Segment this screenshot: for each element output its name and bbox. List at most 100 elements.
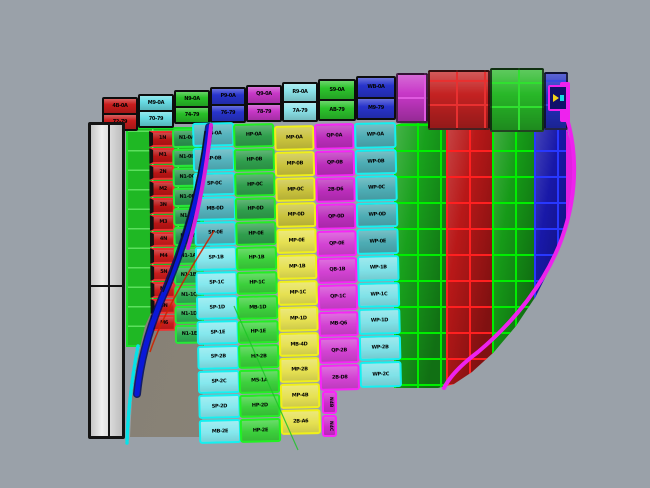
plate-cell-red-2[interactable]: 2N xyxy=(149,164,175,181)
plate-cell-red-7[interactable]: M4 xyxy=(150,248,176,264)
plate-cell-green-a-1[interactable]: HP-0B xyxy=(233,147,276,173)
plate-cell-cyan-b-4[interactable]: WP-0E xyxy=(356,228,399,255)
plate-cell-green-a-5[interactable]: HP-1B xyxy=(235,246,278,271)
plate-cell-green-a-7[interactable]: MB-1D xyxy=(236,295,279,320)
plate-id-label: QP-0E xyxy=(328,239,345,247)
plate-cell-yellow-8[interactable]: MB-4D xyxy=(278,331,320,358)
hull-band-box-magenta-2[interactable] xyxy=(396,73,428,123)
hull-band-box-green-1[interactable]: N9-0A 74-79 xyxy=(174,90,210,124)
hull-band-box-magenta-1[interactable]: Q9-0A 78-79 xyxy=(246,85,282,122)
plate-cell-cyan-b-8[interactable]: WP-2B xyxy=(358,334,402,362)
plate-cell-red-5[interactable]: M3 xyxy=(149,214,175,231)
plate-cell-red-8[interactable]: 5N xyxy=(150,264,176,281)
plate-cell-red-10[interactable]: 6N xyxy=(150,298,176,315)
plate-cell-yellow-3[interactable]: MP-0D xyxy=(275,202,317,229)
plate-cell-magenta-3[interactable]: QP-0D xyxy=(315,203,357,231)
plate-cell-yellow-9[interactable]: MP-2B xyxy=(279,357,320,384)
plate-cell-green-a-12[interactable]: HP-2E xyxy=(239,418,282,443)
plate-cell-cyan-a-8[interactable]: SP-1E xyxy=(196,320,240,345)
plate-cell-cyan-a-2[interactable]: SP-0C xyxy=(193,171,236,197)
plate-cell-green-a-0[interactable]: HP-0A xyxy=(233,123,275,148)
plate-cell-yellow-11[interactable]: 2B-A6 xyxy=(280,409,321,435)
hull-band-box-cyan-2[interactable]: R9-0A 7A-79 xyxy=(282,82,318,122)
plate-cell-red-6[interactable]: 4N xyxy=(149,231,176,248)
plate-cell-cyan-a-12[interactable]: MB-2E xyxy=(198,419,242,444)
plate-cell-cyan-a-5[interactable]: SP-1B xyxy=(194,245,238,271)
plate-cell-green-a-9[interactable]: HP-2B xyxy=(238,344,280,370)
plate-cell-magenta-9[interactable]: 2B-D8 xyxy=(319,364,361,391)
plate-id-label: MB-0D xyxy=(206,204,224,212)
hull-shell-3d[interactable] xyxy=(394,101,573,388)
hull-band-box-blue-2[interactable]: WB-0A M9-79 xyxy=(356,76,396,120)
plate-cell-magenta-2[interactable]: 2B-D6 xyxy=(315,176,356,204)
plate-cell-magenta-5[interactable]: QB-1B xyxy=(317,257,358,284)
plate-cell-yellow-1[interactable]: MP-0B xyxy=(274,150,316,177)
plate-cell-cyan-a-10[interactable]: SP-2C xyxy=(197,369,241,395)
plate-id-label: WP-1B xyxy=(369,264,387,271)
plate-cell-cyan-b-5[interactable]: WP-1B xyxy=(357,254,400,282)
plate-cell-cyan-b-2[interactable]: WP-0C xyxy=(355,175,398,202)
shell-band-blue-outer[interactable] xyxy=(534,101,568,388)
hull-band-box-green-2[interactable]: S9-0A AB-79 xyxy=(318,79,356,121)
plate-cell-red-11[interactable]: M6 xyxy=(150,315,176,331)
plate-cell-green-a-11[interactable]: HP-2D xyxy=(239,393,281,419)
plate-cell-green-a-10[interactable]: M5-1A xyxy=(238,369,281,394)
plate-cell-cyan-b-1[interactable]: WP-0B xyxy=(354,148,398,176)
plate-cell-yellow-4[interactable]: MP-0E xyxy=(276,228,317,255)
hull-band-box-red-2[interactable] xyxy=(428,70,490,130)
plate-cell-red-1[interactable]: M1 xyxy=(149,147,175,164)
plate-cell-cyan-b-3[interactable]: WP-0D xyxy=(355,201,399,229)
plate-cell-yellow-5[interactable]: MP-1B xyxy=(276,254,318,280)
plate-cell-green-a-3[interactable]: HP-0D xyxy=(234,196,277,222)
plate-id-label: MP-0C xyxy=(287,185,304,193)
plate-cell-magenta-8[interactable]: QP-2B xyxy=(318,337,360,365)
shell-band-green-outer-1[interactable] xyxy=(394,101,448,388)
plate-cell-red-3[interactable]: M2 xyxy=(149,181,175,197)
plate-cell-cyan-a-4[interactable]: SP-0E xyxy=(194,221,237,246)
plate-cell-magenta-1[interactable]: QP-0B xyxy=(314,149,356,177)
plate-cell-cyan-a-7[interactable]: SP-1D xyxy=(195,295,239,321)
plate-id-label: 2B-A6 xyxy=(293,418,309,425)
plate-cell-red-4[interactable]: 3N xyxy=(149,197,175,214)
shell-band-green-outer-2[interactable] xyxy=(492,101,536,388)
plate-cell-cyan-a-3[interactable]: MB-0D xyxy=(193,196,237,222)
plate-cell-cyan-a-0[interactable]: MB-0A xyxy=(192,122,235,147)
plate-cell-red-9[interactable]: M5 xyxy=(150,281,176,298)
plate-cell-yellow-10[interactable]: MP-4B xyxy=(279,383,321,410)
plate-cell-cyan-a-1[interactable]: SP-0B xyxy=(192,146,236,172)
plate-cell-magenta-strip-1[interactable]: N4C xyxy=(322,414,337,437)
plate-cell-magenta-0[interactable]: QP-0A xyxy=(314,123,355,150)
plate-cell-red-0[interactable]: 1N xyxy=(149,130,175,147)
plate-cell-green-a-2[interactable]: HP-0C xyxy=(234,172,276,197)
shell-band-red-outer[interactable] xyxy=(446,101,494,388)
hull-band-box-cyan-1[interactable]: M9-0A 70-79 xyxy=(138,94,174,128)
flat-side-plate[interactable] xyxy=(88,122,125,439)
plate-cell-cyan-b-9[interactable]: WP-2C xyxy=(359,361,402,388)
plate-id-label: 76-79 xyxy=(220,110,236,116)
plate-id-label: WP-0A xyxy=(366,131,384,139)
plate-cell-green-a-4[interactable]: HP-0E xyxy=(235,221,277,247)
plate-id-label: 7A-79 xyxy=(292,108,308,114)
plate-cell-green-a-8[interactable]: HP-1E xyxy=(237,319,279,345)
plate-cell-cyan-a-6[interactable]: SP-1C xyxy=(195,270,238,296)
shell-band-magenta-edge[interactable] xyxy=(566,101,573,388)
plate-cell-yellow-0[interactable]: MP-0A xyxy=(274,125,315,151)
plate-cell-cyan-b-7[interactable]: WP-1D xyxy=(358,308,401,335)
hull-band-box-blue-1[interactable]: P9-0A 76-79 xyxy=(210,87,246,123)
plate-cell-yellow-7[interactable]: MP-1D xyxy=(278,305,319,332)
plate-cell-cyan-a-11[interactable]: SP-2D xyxy=(198,394,241,420)
plate-cell-yellow-2[interactable]: MP-0C xyxy=(275,176,316,203)
plate-cell-cyan-b-0[interactable]: WP-0A xyxy=(354,122,397,149)
plate-id-label: N4C xyxy=(327,420,333,431)
plate-cell-yellow-6[interactable]: MP-1C xyxy=(277,280,319,306)
plate-cell-magenta-6[interactable]: QP-1C xyxy=(317,283,359,311)
hull-band-box-green-3[interactable] xyxy=(490,68,544,132)
plate-cell-magenta-7[interactable]: MB-Q6 xyxy=(318,310,359,338)
plate-cell-magenta-4[interactable]: QP-0E xyxy=(316,230,358,257)
plate-cell-cyan-a-9[interactable]: SP-2B xyxy=(197,344,240,370)
plate-column-yellow: MP-0A MP-0B MP-0C MP-0D MP-0E MP-1B MP-1C MP-1D… xyxy=(274,125,321,436)
plate-cell-cyan-b-6[interactable]: WP-1C xyxy=(357,281,401,309)
plate-cell-green-a-6[interactable]: HP-1C xyxy=(236,270,278,296)
plate-cell-magenta-strip-0[interactable]: N4B xyxy=(322,391,337,414)
